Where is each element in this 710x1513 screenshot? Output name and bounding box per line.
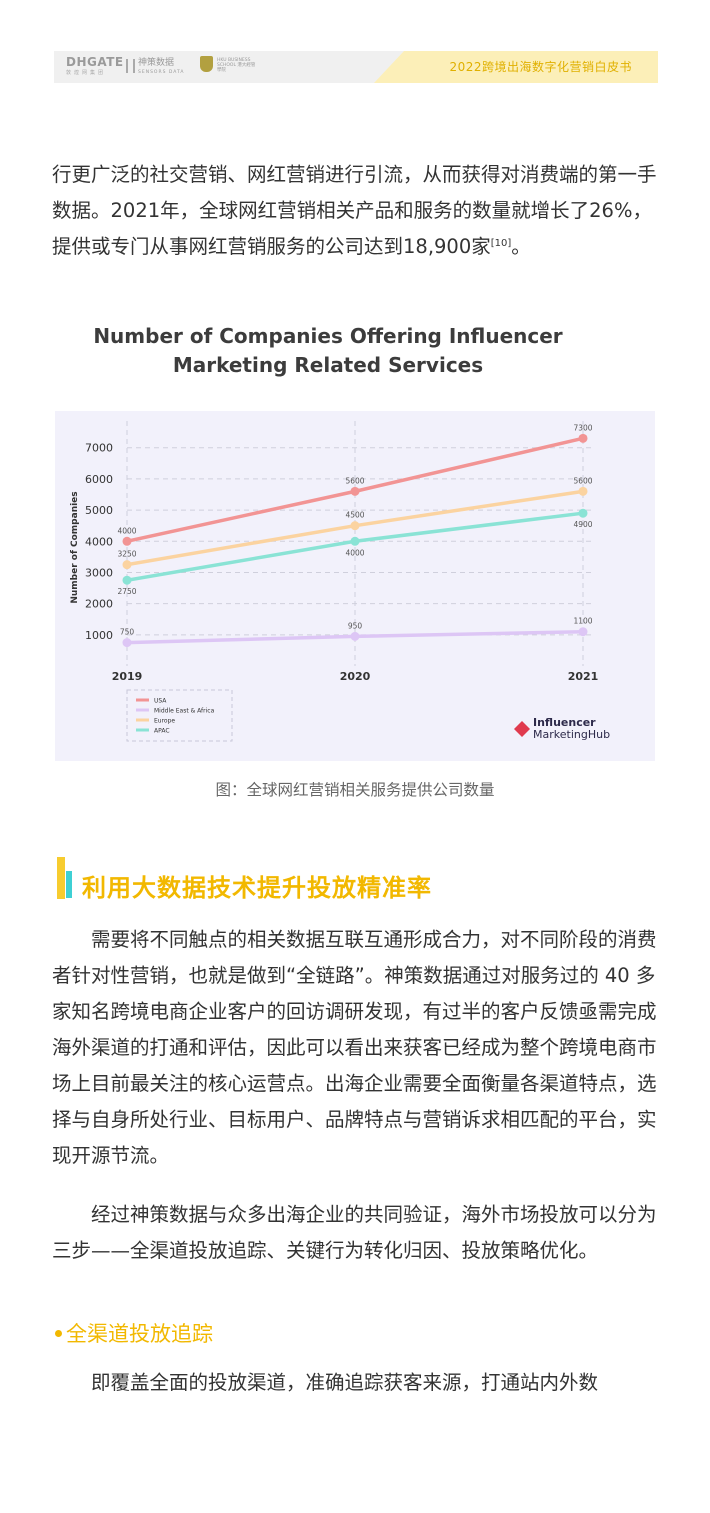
sensors-logo: 神策数据 SENSORS DATA xyxy=(138,58,185,76)
chart-title-line-1: Number of Companies Offering Influencer xyxy=(93,324,563,348)
data-point xyxy=(578,627,588,637)
x-tick-label: 2021 xyxy=(568,670,599,683)
sub-heading: 全渠道投放追踪 xyxy=(55,1318,213,1348)
data-label: 4500 xyxy=(345,511,364,520)
y-tick-label: 3000 xyxy=(85,566,113,579)
header-title-band: 2022跨境出海数字化营销白皮书 xyxy=(374,51,658,83)
data-point xyxy=(122,560,132,570)
section-accent-bar-cyan xyxy=(66,871,72,898)
data-label: 2750 xyxy=(117,587,136,596)
data-label: 3250 xyxy=(117,550,136,559)
bullet-dot-icon xyxy=(55,1329,62,1337)
sub-heading-text: 全渠道投放追踪 xyxy=(66,1322,213,1346)
dhgate-logo: DHGATE 敦煌网集团 xyxy=(66,55,124,76)
y-axis-label: Number of Companies xyxy=(70,491,80,603)
data-label: 5600 xyxy=(573,476,592,485)
data-label: 4900 xyxy=(573,520,592,529)
data-point xyxy=(578,433,588,443)
reference-marker: [10] xyxy=(490,238,512,249)
y-tick-label: 7000 xyxy=(85,442,113,455)
figure-caption: 图：全球网红营销相关服务提供公司数量 xyxy=(215,781,495,799)
x-tick-label: 2020 xyxy=(340,670,371,683)
data-point xyxy=(578,486,588,496)
y-tick-label: 1000 xyxy=(85,629,113,642)
intro-text: 行更广泛的社交营销、网红营销进行引流，从而获得对消费端的第一手数据。2021年，… xyxy=(52,163,657,258)
influencer-marketing-hub-logo-icon xyxy=(514,721,530,737)
y-tick-label: 5000 xyxy=(85,504,113,517)
intro-end: 。 xyxy=(511,235,531,258)
data-label: 1100 xyxy=(573,617,592,626)
chart-title-line-2: Marketing Related Services xyxy=(172,353,484,377)
data-label: 4000 xyxy=(345,548,364,557)
hku-shield-icon xyxy=(200,56,213,72)
header-title: 2022跨境出海数字化营销白皮书 xyxy=(449,60,632,74)
intro-paragraph: 行更广泛的社交营销、网红营销进行引流，从而获得对消费端的第一手数据。2021年，… xyxy=(52,157,660,265)
legend-label: USA xyxy=(154,698,167,705)
legend-box xyxy=(126,689,233,742)
chart-title: Number of Companies Offering Influencer … xyxy=(56,322,600,380)
data-point xyxy=(350,521,360,531)
source-logo-text-2: MarketingHub xyxy=(533,728,610,741)
data-label: 5600 xyxy=(345,476,364,485)
data-point xyxy=(122,638,132,648)
y-tick-label: 6000 xyxy=(85,473,113,486)
chart-panel: 1000 2000 3000 4000 5000 6000 7000 2019 2020 2021… xyxy=(55,411,655,761)
section-paragraph-2: 经过神策数据与众多出海企业的共同验证，海外市场投放可以分为三步——全渠道投放追踪… xyxy=(52,1203,657,1262)
data-point xyxy=(122,536,132,546)
legend-label: APAC xyxy=(154,728,170,735)
line-chart: 1000 2000 3000 4000 5000 6000 7000 2019 2020 2021… xyxy=(70,421,610,742)
legend-label: Europe xyxy=(154,718,175,725)
sensors-logo-icon xyxy=(126,59,135,73)
data-label: 7300 xyxy=(573,423,592,432)
data-point xyxy=(350,536,360,546)
section-paragraph-3: 即覆盖全面的投放渠道，准确追踪获客来源，打通站内外数 xyxy=(91,1371,599,1394)
data-label: 750 xyxy=(120,628,135,637)
y-tick-label: 4000 xyxy=(85,535,113,548)
page-header: DHGATE 敦煌网集团 神策数据 SENSORS DATA HKU BUSIN… xyxy=(54,51,658,83)
legend-label: Middle East & Africa xyxy=(154,708,215,715)
section-accent-bar-yellow xyxy=(57,857,65,899)
data-point xyxy=(122,575,132,585)
section-paragraph-1: 需要将不同触点的相关数据互联互通形成合力，对不同阶段的消费者针对性营销，也就是做… xyxy=(52,928,657,1167)
source-logo-text-1: Influencer xyxy=(533,716,596,729)
hku-logo-text: HKU BUSINESS SCHOOL 港大經管學院 xyxy=(217,58,256,73)
y-tick-label: 2000 xyxy=(85,598,113,611)
data-point xyxy=(578,508,588,518)
data-label: 4000 xyxy=(117,526,136,535)
data-point xyxy=(350,486,360,496)
section-title: 利用大数据技术提升投放精准率 xyxy=(82,874,432,902)
data-point xyxy=(350,631,360,641)
x-tick-label: 2019 xyxy=(112,670,143,683)
data-label: 950 xyxy=(348,621,363,630)
